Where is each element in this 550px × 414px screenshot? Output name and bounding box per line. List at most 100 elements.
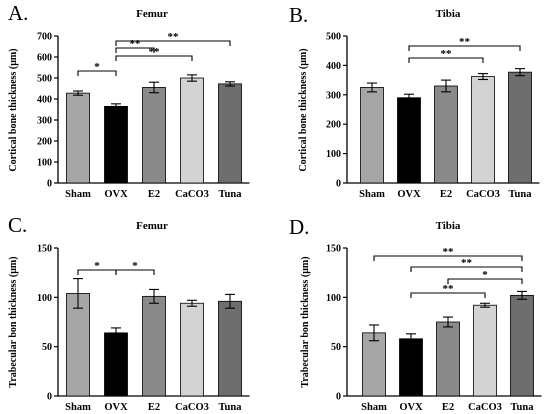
panel-letter: A. xyxy=(8,1,28,25)
x-category-label: Tuna xyxy=(511,402,535,413)
chart-panel-4: D. Tibia Trabecular bon thickness (μm) 0 50 1… xyxy=(289,215,542,413)
x-category-label: Tuna xyxy=(219,402,243,413)
x-category-label: E2 xyxy=(442,402,454,413)
x-category-label: OVX xyxy=(104,189,128,200)
significance-label: * xyxy=(132,260,138,272)
x-category-label: Sham xyxy=(65,189,91,200)
y-tick-label: 200 xyxy=(37,137,52,148)
significance-label: * xyxy=(94,61,100,73)
significance-label: ** xyxy=(461,257,473,269)
significance-label: ** xyxy=(441,48,453,60)
significance-bracket xyxy=(408,57,484,63)
significance-label: ** xyxy=(443,246,455,258)
bar-caco3 xyxy=(180,77,204,184)
bar-caco3 xyxy=(471,76,495,184)
panel-letter: C. xyxy=(8,213,27,237)
bar-e2 xyxy=(142,87,166,184)
bar-sham xyxy=(66,92,90,184)
x-category-label: Sham xyxy=(361,402,387,413)
panel-letter: B. xyxy=(289,3,308,27)
x-category-label: Tuna xyxy=(219,189,243,200)
significance-bracket xyxy=(115,40,231,46)
y-tick-label: 0 xyxy=(336,179,341,190)
x-category-label: CaCO3 xyxy=(468,402,502,413)
y-tick-label: 0 xyxy=(336,392,341,403)
y-tick-label: 0 xyxy=(47,392,52,403)
panel-title: Femur xyxy=(136,8,168,20)
bar-ovx xyxy=(399,338,423,397)
y-axis-title: Trabecular bon thickness (μm) xyxy=(8,256,19,387)
y-axis-title: Cortical bone thickness (μm) xyxy=(8,48,19,171)
y-axis-title: Cortical bone thickness (μm) xyxy=(298,48,309,171)
y-tick-label: 100 xyxy=(37,293,52,304)
bar-ovx xyxy=(397,97,421,184)
panel-title: Tibia xyxy=(436,220,461,232)
bar-sham xyxy=(66,292,90,397)
bar-tuna xyxy=(510,294,534,397)
y-tick-label: 400 xyxy=(326,61,341,72)
y-tick-label: 50 xyxy=(42,342,52,353)
bar-tuna xyxy=(218,300,242,397)
significance-label: ** xyxy=(443,283,455,295)
x-category-label: OVX xyxy=(104,402,128,413)
significance-bracket xyxy=(115,269,155,275)
y-tick-label: 150 xyxy=(37,244,52,255)
y-tick-label: 400 xyxy=(37,95,52,106)
y-tick-label: 100 xyxy=(326,293,341,304)
significance-bracket xyxy=(410,292,486,298)
bar-ovx xyxy=(104,105,128,184)
y-tick-label: 300 xyxy=(37,116,52,127)
x-category-label: E2 xyxy=(148,189,160,200)
y-tick-label: 200 xyxy=(326,120,341,131)
bar-sham xyxy=(360,87,384,184)
significance-bracket xyxy=(77,70,117,76)
significance-bracket xyxy=(408,45,521,51)
significance-bracket xyxy=(373,255,523,261)
bar-tuna xyxy=(508,71,532,184)
y-tick-label: 600 xyxy=(37,53,52,64)
significance-bracket xyxy=(447,278,523,284)
significance-label: ** xyxy=(130,38,142,50)
x-category-label: Sham xyxy=(359,189,385,200)
bar-tuna xyxy=(218,83,242,184)
significance-label: ** xyxy=(459,36,471,48)
bar-e2 xyxy=(436,321,460,397)
panel-title: Tibia xyxy=(436,8,461,20)
bar-e2 xyxy=(434,85,458,184)
y-axis-title: Trabecular bon thickness (μm) xyxy=(300,256,311,387)
y-tick-label: 100 xyxy=(326,149,341,160)
x-category-label: CaCO3 xyxy=(175,189,209,200)
bar-sham xyxy=(362,332,386,397)
y-tick-label: 500 xyxy=(37,74,52,85)
y-tick-label: 700 xyxy=(37,32,52,43)
bar-ovx xyxy=(104,332,128,397)
bar-e2 xyxy=(142,295,166,397)
x-category-label: Sham xyxy=(65,402,91,413)
y-tick-label: 300 xyxy=(326,90,341,101)
y-tick-label: 150 xyxy=(326,244,341,255)
significance-label: * xyxy=(482,269,488,281)
significance-bracket xyxy=(115,47,155,53)
significance-label: * xyxy=(94,260,100,272)
chart-panel-2: B. Tibia Cortical bone thickness (μm) 0 100 2… xyxy=(289,3,540,200)
panel-letter: D. xyxy=(289,215,309,239)
y-tick-label: 0 xyxy=(47,179,52,190)
chart-panel-1: A. Femur Cortical bone thickness (μm) 0 100 2… xyxy=(8,1,250,200)
x-category-label: E2 xyxy=(148,402,160,413)
y-tick-label: 100 xyxy=(37,158,52,169)
bar-caco3 xyxy=(180,302,204,397)
significance-bracket xyxy=(410,266,523,272)
chart-panel-3: C. Femur Trabecular bon thickness (μm) 0 50 1… xyxy=(8,213,250,413)
x-category-label: CaCO3 xyxy=(175,402,209,413)
y-tick-label: 500 xyxy=(326,32,341,43)
x-category-label: E2 xyxy=(440,189,452,200)
x-category-label: OVX xyxy=(397,189,421,200)
bar-caco3 xyxy=(473,304,497,397)
panel-title: Femur xyxy=(136,220,168,232)
x-category-label: CaCO3 xyxy=(466,189,500,200)
significance-label: ** xyxy=(168,31,180,43)
x-category-label: OVX xyxy=(399,402,423,413)
significance-bracket xyxy=(115,55,193,61)
y-tick-label: 50 xyxy=(331,342,341,353)
